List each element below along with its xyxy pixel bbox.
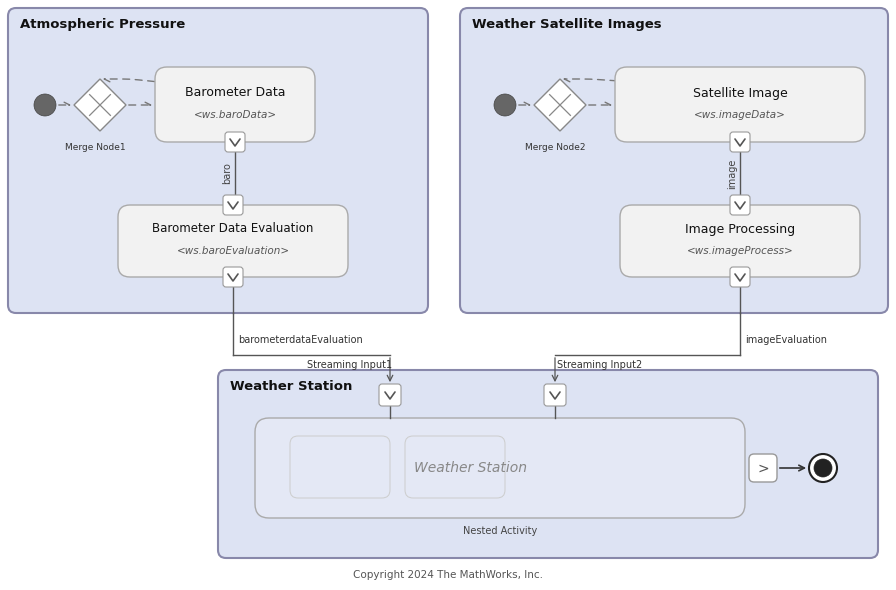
- FancyBboxPatch shape: [620, 205, 860, 277]
- FancyBboxPatch shape: [730, 195, 750, 215]
- Text: Streaming Input1: Streaming Input1: [306, 360, 392, 370]
- FancyBboxPatch shape: [460, 8, 888, 313]
- FancyBboxPatch shape: [118, 205, 348, 277]
- FancyBboxPatch shape: [544, 384, 566, 406]
- Circle shape: [809, 454, 837, 482]
- FancyBboxPatch shape: [255, 418, 745, 518]
- Text: imageEvaluation: imageEvaluation: [745, 335, 827, 345]
- Text: Merge Node1: Merge Node1: [65, 143, 125, 152]
- Circle shape: [494, 94, 516, 116]
- FancyBboxPatch shape: [379, 384, 401, 406]
- FancyBboxPatch shape: [749, 454, 777, 482]
- FancyBboxPatch shape: [223, 267, 243, 287]
- Circle shape: [34, 94, 56, 116]
- Polygon shape: [534, 79, 586, 131]
- Text: Image Processing: Image Processing: [685, 222, 795, 235]
- Text: <ws.imageProcess>: <ws.imageProcess>: [686, 246, 793, 256]
- FancyBboxPatch shape: [155, 67, 315, 142]
- Text: barometerdataEvaluation: barometerdataEvaluation: [238, 335, 363, 345]
- Text: <ws.baroData>: <ws.baroData>: [194, 110, 277, 120]
- FancyBboxPatch shape: [218, 370, 878, 558]
- Text: <ws.imageData>: <ws.imageData>: [694, 110, 786, 120]
- Text: Weather Station: Weather Station: [413, 461, 527, 475]
- Text: image: image: [727, 158, 737, 189]
- FancyBboxPatch shape: [615, 67, 865, 142]
- Text: Nested Activity: Nested Activity: [463, 526, 537, 536]
- FancyBboxPatch shape: [730, 132, 750, 152]
- FancyBboxPatch shape: [223, 195, 243, 215]
- Text: Satellite Image: Satellite Image: [693, 87, 788, 100]
- FancyBboxPatch shape: [8, 8, 428, 313]
- Text: Barometer Data: Barometer Data: [185, 87, 285, 100]
- Text: Streaming Input2: Streaming Input2: [557, 360, 642, 370]
- Text: Atmospheric Pressure: Atmospheric Pressure: [20, 18, 185, 31]
- Text: Merge Node2: Merge Node2: [525, 143, 585, 152]
- Text: baro: baro: [222, 163, 232, 185]
- FancyBboxPatch shape: [730, 267, 750, 287]
- Text: <ws.baroEvaluation>: <ws.baroEvaluation>: [177, 246, 289, 256]
- Text: Weather Station: Weather Station: [230, 380, 352, 393]
- Text: >: >: [757, 462, 769, 476]
- FancyBboxPatch shape: [225, 132, 245, 152]
- Polygon shape: [74, 79, 126, 131]
- Text: Barometer Data Evaluation: Barometer Data Evaluation: [152, 222, 314, 235]
- Text: Weather Satellite Images: Weather Satellite Images: [472, 18, 661, 31]
- Text: Copyright 2024 The MathWorks, Inc.: Copyright 2024 The MathWorks, Inc.: [353, 570, 543, 580]
- Circle shape: [814, 459, 832, 477]
